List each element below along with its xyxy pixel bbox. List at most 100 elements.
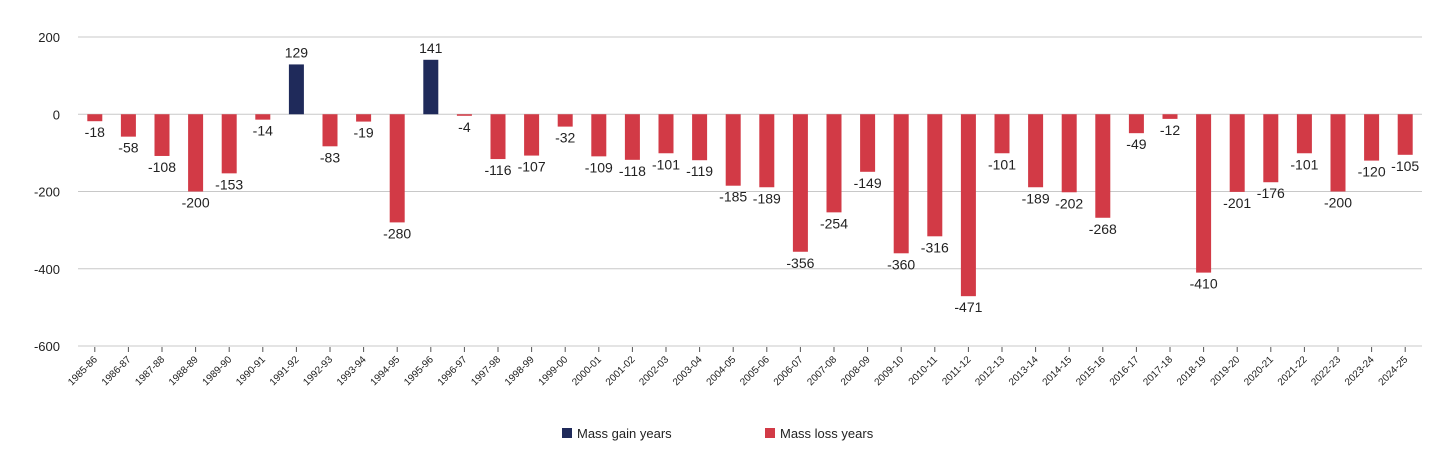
- y-tick-label: -600: [34, 339, 60, 354]
- data-label: -280: [383, 225, 411, 241]
- x-tick-label: 2006-07: [772, 354, 806, 388]
- x-tick-label: 2002-03: [637, 354, 671, 388]
- bar-loss: [792, 114, 808, 252]
- bar-loss: [1196, 114, 1212, 273]
- bar-loss: [120, 114, 136, 137]
- x-tick-label: 2022-23: [1309, 354, 1343, 388]
- data-label: -119: [686, 163, 713, 179]
- data-label: -471: [954, 299, 982, 315]
- bar-loss: [1296, 114, 1312, 154]
- x-tick-label: 2012-13: [973, 354, 1007, 388]
- x-tick-label: 2000-01: [570, 354, 604, 388]
- y-tick-label: -400: [34, 262, 60, 277]
- x-tick-label: 1989-90: [201, 354, 235, 388]
- x-tick-label: 2001-02: [604, 354, 638, 388]
- x-tick-label: 1992-93: [301, 354, 335, 388]
- bar-loss: [1229, 114, 1245, 192]
- data-label: -410: [1190, 276, 1218, 292]
- x-tick-label: 2009-10: [873, 354, 907, 388]
- data-label: -32: [555, 130, 575, 146]
- data-label: -4: [458, 119, 471, 135]
- data-label: -153: [215, 176, 243, 192]
- x-tick-label: 2003-04: [671, 354, 705, 388]
- data-label: -116: [485, 162, 512, 178]
- y-tick-label: -200: [34, 185, 60, 200]
- data-label: -268: [1089, 221, 1117, 237]
- data-label: -360: [887, 256, 915, 272]
- data-label: -19: [353, 125, 373, 141]
- bar-loss: [1397, 114, 1413, 155]
- x-tick-label: 2024-25: [1377, 354, 1411, 388]
- x-tick-label: 2004-05: [705, 354, 739, 388]
- data-label: -201: [1223, 195, 1251, 211]
- bar-loss: [725, 114, 741, 186]
- x-tick-label: 1996-97: [436, 354, 470, 388]
- bar-gain: [423, 59, 439, 115]
- x-tick-label: 2018-19: [1175, 354, 1209, 388]
- x-tick-label: 1997-98: [469, 354, 503, 388]
- data-label: -18: [85, 124, 105, 140]
- x-tick-label: 1990-91: [234, 354, 268, 388]
- x-tick-label: 1999-00: [537, 354, 571, 388]
- x-tick-label: 1994-95: [369, 354, 403, 388]
- legend: Mass gain years Mass loss years: [562, 426, 874, 441]
- y-tick-label: 0: [53, 107, 60, 122]
- data-label: -105: [1391, 158, 1419, 174]
- x-tick-label: 2015-16: [1074, 354, 1108, 388]
- x-tick-label: 1993-94: [335, 354, 369, 388]
- bar-loss: [994, 114, 1010, 154]
- data-label: -176: [1257, 185, 1285, 201]
- data-label: -120: [1358, 164, 1386, 180]
- bar-loss: [1128, 114, 1144, 134]
- x-tick-label: 2010-11: [907, 354, 941, 388]
- bar-loss: [826, 114, 842, 213]
- data-label: 129: [285, 44, 309, 60]
- data-label: -107: [518, 159, 546, 175]
- data-label: -149: [854, 175, 882, 191]
- x-tick-label: 2013-14: [1007, 354, 1041, 388]
- bar-loss: [893, 114, 909, 254]
- x-tick-label: 2023-24: [1343, 354, 1377, 388]
- bar-loss: [1364, 114, 1380, 161]
- bar-loss: [490, 114, 506, 160]
- bar-loss: [1061, 114, 1077, 193]
- data-label: -101: [988, 156, 1016, 172]
- bar-loss: [1330, 114, 1346, 192]
- x-tick-label: 2008-09: [839, 354, 873, 388]
- data-label: -12: [1160, 122, 1180, 138]
- data-label: -101: [1290, 156, 1318, 172]
- bar-loss: [658, 114, 674, 154]
- bar-loss: [860, 114, 876, 172]
- data-labels: -18 -58 -108 -200 -153 -14 129 -83 -19 -280 141 -4 -…: [85, 40, 1420, 315]
- data-label: -108: [148, 159, 176, 175]
- bar-loss: [1028, 114, 1044, 188]
- legend-label: Mass gain years: [577, 426, 672, 441]
- x-tick-label: 2011-12: [940, 354, 974, 388]
- x-tick-label: 2007-08: [805, 354, 839, 388]
- x-tick-label: 2020-21: [1242, 354, 1276, 388]
- bar-loss: [1095, 114, 1111, 218]
- bar-loss: [221, 114, 237, 174]
- bar-loss: [624, 114, 640, 160]
- data-label: -316: [921, 239, 949, 255]
- data-label: -189: [753, 190, 781, 206]
- bars: [87, 59, 1413, 297]
- data-label: -189: [1022, 190, 1050, 206]
- data-label: -14: [253, 123, 273, 139]
- y-axis-ticks: 200 0 -200 -400 -600: [34, 30, 60, 354]
- x-tick-label: 1988-89: [167, 354, 201, 388]
- bar-loss: [87, 114, 103, 122]
- bar-loss: [389, 114, 405, 223]
- data-label: -118: [619, 163, 646, 179]
- data-label: -254: [820, 215, 848, 231]
- data-label: -101: [652, 156, 680, 172]
- data-label: -202: [1055, 195, 1083, 211]
- data-label: 141: [419, 40, 443, 56]
- bar-loss: [557, 114, 573, 127]
- x-axis: 1985-86 1986-87 1987-88 1988-89 1989-90 1990-…: [66, 347, 1411, 388]
- data-label: -185: [719, 189, 747, 205]
- legend-label: Mass loss years: [780, 426, 874, 441]
- data-label: -200: [182, 195, 210, 211]
- x-tick-label: 2005-06: [738, 354, 772, 388]
- bar-loss: [255, 114, 271, 120]
